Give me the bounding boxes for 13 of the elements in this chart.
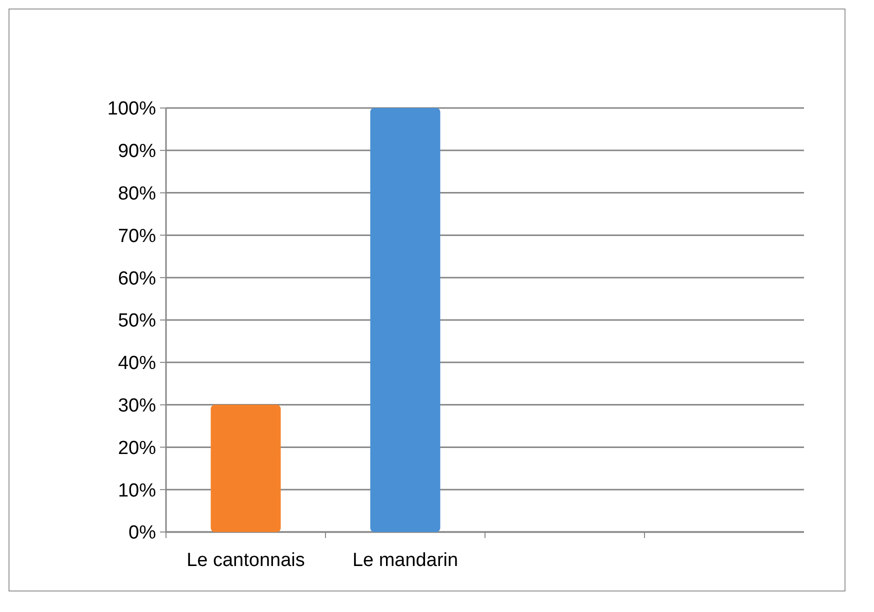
y-tick-label: 30%: [118, 395, 156, 416]
y-tick-label: 0%: [128, 522, 156, 544]
x-tick-label: Le mandarin: [352, 550, 458, 571]
y-tick-label: 70%: [118, 226, 156, 247]
y-tick-label: 80%: [118, 183, 156, 204]
y-tick-label: 20%: [118, 438, 156, 459]
x-tick-label: Le cantonnais: [186, 550, 305, 571]
y-tick-label: 40%: [118, 353, 156, 374]
y-tick-label: 50%: [118, 310, 156, 332]
y-tick-label: 60%: [118, 268, 156, 290]
y-tick-label: 90%: [118, 141, 156, 162]
y-tick-label: 100%: [107, 98, 156, 120]
y-tick-label: 10%: [118, 480, 156, 502]
